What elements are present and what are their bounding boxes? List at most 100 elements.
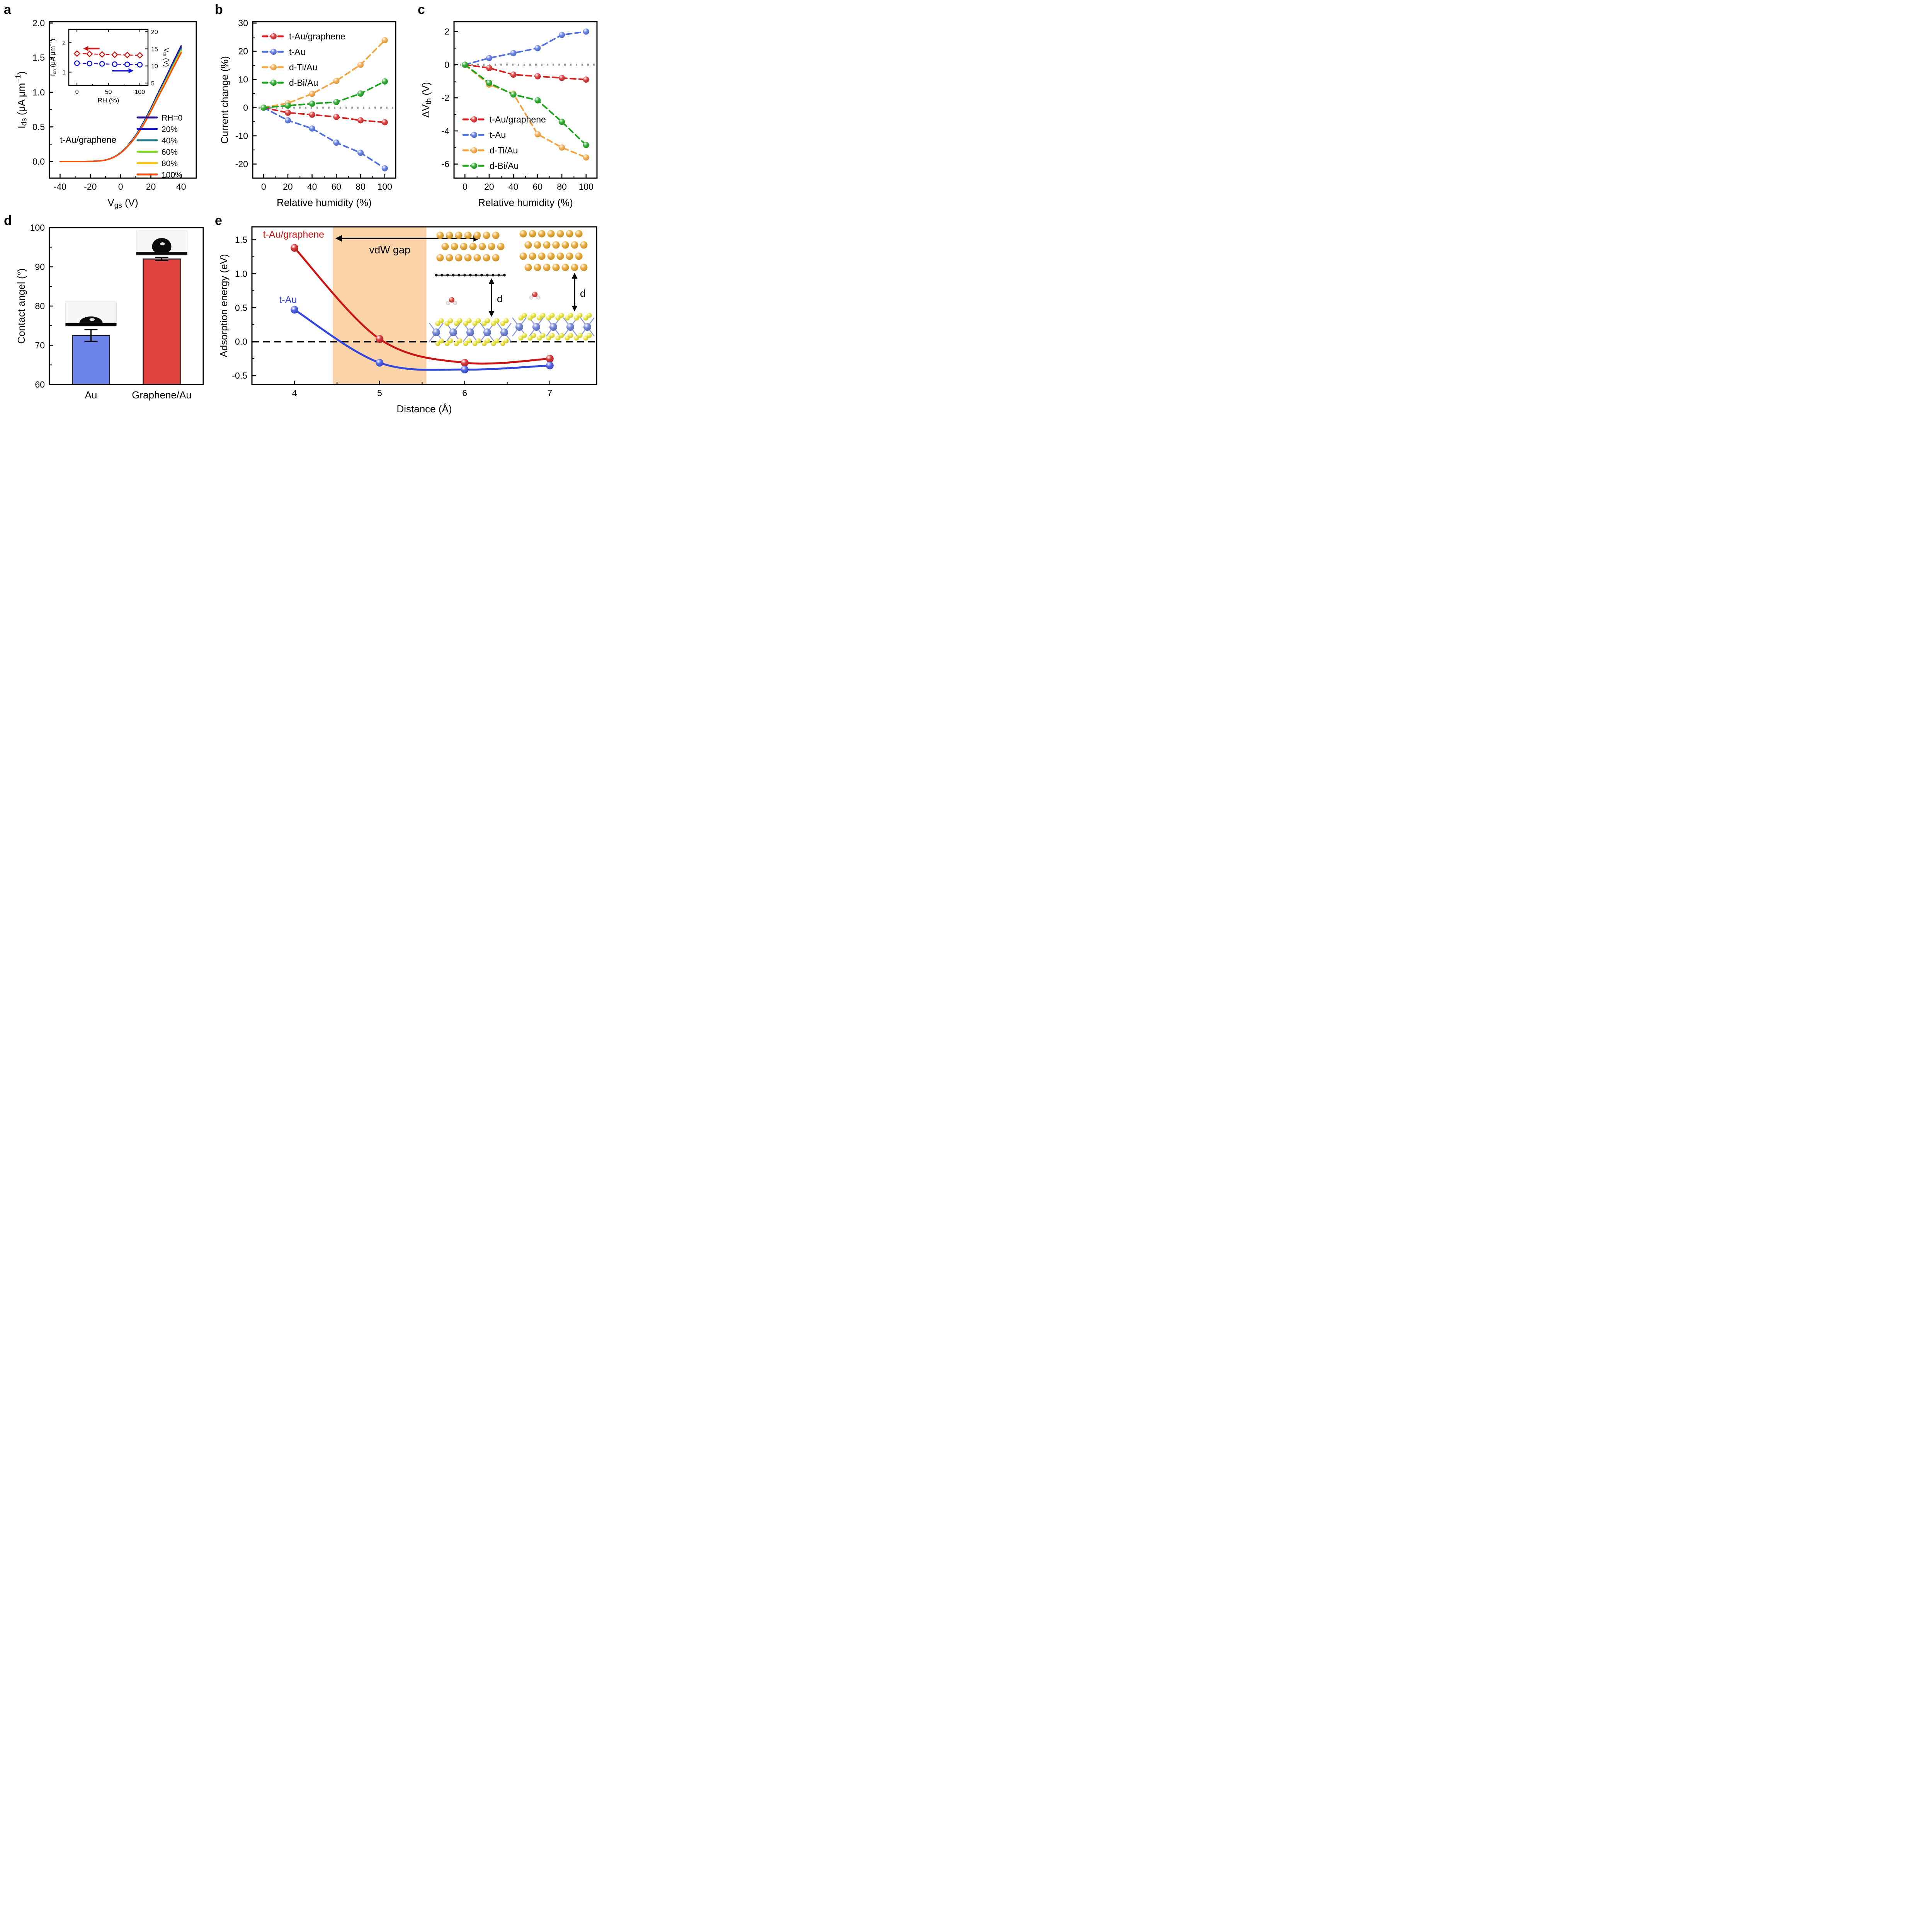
y-tick-label: 60: [35, 379, 45, 390]
legend-entry-t-Au/graphene: t-Au/graphene: [462, 114, 546, 124]
bar-Au: [72, 335, 110, 385]
series-line-100%: [59, 52, 182, 162]
legend-entry-100%: 100%: [136, 171, 182, 180]
y-tick-label: -20: [235, 159, 248, 169]
x-tick-label: 80: [557, 182, 567, 192]
error-bar-Graphene/Au: [155, 257, 168, 261]
axes: 0 20 40 60 80 100 -6 -4 -2 0 2 Relative humidity (%…: [420, 21, 598, 208]
x-tick-label: 0: [118, 182, 123, 192]
series-label-t-Au: t-Au: [279, 294, 297, 305]
inset-y-tick-right: 10: [151, 63, 158, 70]
mos2-slab-icon: [429, 318, 512, 346]
plot-series: [462, 28, 589, 161]
panel-label-e: e: [215, 213, 222, 228]
circle-marker-icon: [124, 61, 130, 67]
inset-y-tick-left: 1: [62, 70, 66, 76]
x-tick-label: 6: [462, 388, 467, 398]
x-tick-label: 80: [355, 182, 366, 192]
y-axis-label: Adsorption energy (eV): [218, 254, 230, 357]
panel-d: Au Graphene/Au 60 70 80 90 100 Contact angel (°…: [3, 213, 212, 416]
y-tick-label: 100: [30, 223, 45, 233]
legend-label: d-Ti/Au: [490, 145, 518, 155]
inset-x-tick: 50: [105, 89, 112, 95]
x-tick-label: 0: [463, 182, 468, 192]
y-axis-label: Ids (μA μm−1): [14, 71, 29, 128]
inset-y-tick-right: 15: [151, 46, 158, 53]
arrow-head-icon: [571, 306, 578, 311]
legend-entry-d-Ti/Au: d-Ti/Au: [262, 62, 317, 72]
y-tick-label: 10: [238, 75, 248, 85]
plot-series: [260, 37, 388, 172]
panel-label-b: b: [215, 2, 223, 17]
legend-entry-60%: 60%: [136, 148, 178, 157]
panel-label-d: d: [4, 213, 12, 228]
legend-entry-t-Au: t-Au: [262, 47, 305, 57]
series-line-t-Au/graphene: [293, 247, 551, 365]
panel-c: 0 20 40 60 80 100 -6 -4 -2 0 2 Relative humidity (%…: [416, 2, 605, 213]
arrow-head-icon: [488, 278, 495, 284]
y-tick-label: 0: [243, 103, 248, 113]
inset-x-tick: 100: [134, 89, 145, 95]
series-line-t-Au/graphene: [464, 64, 587, 80]
arrow-head-icon: [335, 235, 342, 242]
legend-label: t-Au/graphene: [490, 114, 546, 124]
y-tick-label: 0: [444, 60, 449, 70]
legend-entry-d-Bi/Au: d-Bi/Au: [462, 161, 519, 171]
diamond-marker-icon: [124, 51, 131, 59]
legend: t-Au/graphene t-Au d-Ti/Au d-Bi/Au: [262, 31, 345, 88]
series-line-t-Au/graphene: [263, 107, 386, 123]
x-tick-label: 100: [579, 182, 594, 192]
legend-label: 80%: [162, 159, 178, 168]
circle-marker-icon: [137, 62, 143, 68]
y-tick-label: -4: [442, 126, 450, 136]
legend-entry-d-Bi/Au: d-Bi/Au: [262, 78, 318, 88]
panel-e: t-Au/graphene t-Au 4 5 6 7 -0.5 0.0 0.5 1.0 1.5 Dis…: [213, 213, 605, 416]
legend-label: d-Ti/Au: [289, 62, 317, 72]
y-axis-label: Contact angel (°): [15, 268, 27, 344]
legend-entry-RH=0: RH=0: [136, 114, 182, 122]
y-tick-label: 70: [35, 340, 45, 350]
legend-label: t-Au: [490, 130, 506, 140]
panel-b-chart: 0 20 40 60 80 100 -20 -10 0 10 20 30 Relative humidi…: [219, 18, 396, 208]
legend-label: d-Bi/Au: [490, 161, 519, 171]
axes-frame: [49, 21, 197, 179]
panel-e-chart: t-Au/graphene t-Au 4 5 6 7 -0.5 0.0 0.5 1.0 1.5 Dis…: [218, 226, 597, 415]
legend-label: 20%: [162, 125, 178, 134]
y-tick-label: 90: [35, 262, 45, 272]
x-tick-label: 100: [378, 182, 392, 192]
inset-y-tick-left: 2: [62, 40, 66, 46]
circle-marker-icon: [87, 61, 92, 66]
y-tick-label: 1.5: [32, 53, 45, 63]
inset-y-tick-right: 20: [151, 29, 158, 36]
droplet-photo-au: [65, 301, 117, 327]
inset-y-axis-label-right: Vth (V): [162, 48, 170, 67]
water-molecule-icon: [446, 297, 457, 305]
panel-d-chart: Au Graphene/Au 60 70 80 90 100 Contact angel (°…: [15, 223, 204, 401]
series-line-d-Ti/Au: [464, 64, 587, 158]
diamond-marker-icon: [111, 51, 118, 58]
legend-label: 60%: [162, 148, 178, 157]
y-axis-label: Current change (%): [219, 56, 230, 144]
arrow-head-icon: [83, 46, 88, 51]
y-tick-label: 1.5: [235, 235, 247, 245]
legend-entry-d-Ti/Au: d-Ti/Au: [462, 145, 518, 155]
bars: [72, 257, 181, 385]
legend-entry-20%: 20%: [136, 125, 178, 134]
x-axis-label: Relative humidity (%): [277, 197, 372, 208]
legend-entry-t-Au/graphene: t-Au/graphene: [262, 31, 345, 41]
axes-frame: [252, 21, 396, 179]
molecular-inset-right: d: [512, 230, 595, 341]
x-tick-label: 4: [292, 388, 297, 398]
x-tick-label: 20: [484, 182, 494, 192]
panel-label-c: c: [418, 2, 425, 17]
inset-x-tick: 0: [75, 89, 79, 95]
x-tick-label: 7: [547, 388, 552, 398]
mos2-slab-icon: [512, 313, 595, 341]
axes: 60 70 80 90 100 Contact angel (°): [15, 223, 204, 390]
y-tick-label: 1.0: [32, 87, 45, 97]
category-label-Au: Au: [85, 389, 97, 401]
series-line-t-Au: [263, 107, 386, 169]
x-tick-label: 0: [261, 182, 266, 192]
